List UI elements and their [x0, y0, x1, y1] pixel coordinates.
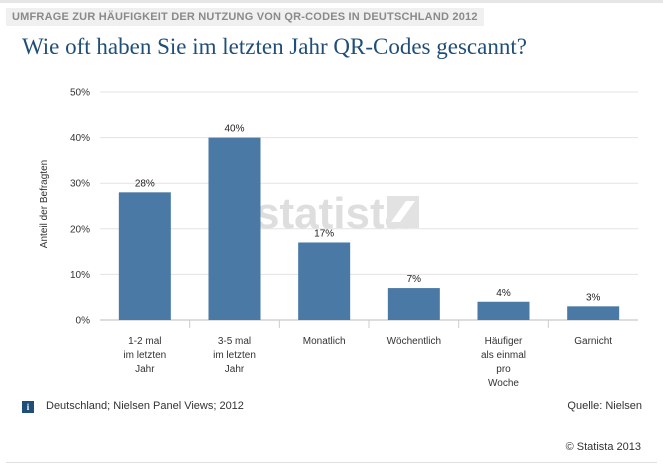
y-tick-label: 10%	[70, 270, 90, 281]
x-tick-label: 3-5 mal im letzten Jahr	[213, 336, 256, 375]
chart-title: Wie oft haben Sie im letzten Jahr QR-Cod…	[22, 34, 527, 59]
grid-lines	[100, 91, 638, 328]
x-tick-labels: 1-2 mal im letzten Jahr 3-5 mal im letzten Ja…	[123, 336, 612, 389]
source-credit[interactable]: Quelle: Nielsen	[567, 400, 642, 412]
bar[interactable]	[298, 242, 351, 320]
x-tick-label: Wöchentlich	[387, 336, 441, 347]
info-icon[interactable]: i	[22, 401, 34, 413]
bar[interactable]	[387, 288, 440, 320]
bars	[118, 137, 620, 320]
value-label: 4%	[496, 288, 511, 299]
watermark: statista	[255, 189, 419, 238]
y-tick-labels: 0% 10% 20% 30% 40% 50%	[70, 88, 90, 327]
x-tick-label-line: Wöchentlich	[387, 336, 441, 347]
y-tick-label: 40%	[70, 133, 90, 144]
value-label: 28%	[135, 178, 155, 189]
chart-supertitle: UMFRAGE ZUR HÄUFIGKEIT DER NUTZUNG VON Q…	[6, 8, 484, 26]
x-tick-label-line: im letzten	[213, 350, 256, 361]
x-tick-label-line: Garnicht	[574, 336, 612, 347]
x-tick-label-line: Häufiger	[485, 336, 523, 347]
x-tick-label-line: 3-5 mal	[218, 336, 251, 347]
x-tick-label-line: Jahr	[225, 364, 245, 375]
x-tick-label-line: 1-2 mal	[128, 336, 161, 347]
x-tick-label-line: Jahr	[135, 364, 155, 375]
value-label: 40%	[224, 124, 244, 135]
top-border	[0, 0, 663, 3]
bar[interactable]	[567, 306, 620, 320]
value-label: 3%	[586, 292, 601, 303]
x-tick-label-line: als einmal	[481, 350, 526, 361]
bottom-divider	[6, 462, 657, 463]
y-tick-label: 0%	[76, 316, 91, 327]
y-tick-label: 50%	[70, 88, 90, 99]
x-tick-label-line: Monatlich	[303, 336, 346, 347]
x-tick-label: 1-2 mal im letzten Jahr	[123, 336, 166, 375]
x-tick-label: Häufiger als einmal pro Woche	[481, 336, 526, 389]
value-labels: 28% 40% 17% 7% 4% 3%	[135, 124, 601, 304]
y-tick-label: 20%	[70, 224, 90, 235]
x-tick-label: Garnicht	[574, 336, 612, 347]
watermark-logo-stroke	[391, 201, 415, 222]
x-tick-label-line: im letzten	[123, 350, 166, 361]
watermark-text: statista	[255, 189, 410, 238]
bar[interactable]	[118, 192, 171, 320]
y-axis-label: Anteil der Befragten	[39, 160, 50, 248]
copyright-notice[interactable]: © Statista 2013	[565, 441, 641, 453]
value-label: 17%	[314, 228, 334, 239]
bar-chart: statista 0% 10% 20% 30% 40% 50% 1-2 mal im let…	[39, 88, 638, 389]
x-tick-label-line: Woche	[488, 378, 519, 389]
bar[interactable]	[477, 301, 530, 320]
value-label: 7%	[407, 274, 422, 285]
x-tick-label: Monatlich	[303, 336, 346, 347]
bar[interactable]	[208, 137, 261, 320]
y-tick-label: 30%	[70, 179, 90, 190]
source-row: i Deutschland; Nielsen Panel Views; 2012…	[22, 400, 642, 416]
source-note: Deutschland; Nielsen Panel Views; 2012	[46, 400, 244, 412]
x-tick-label-line: pro	[496, 364, 511, 375]
